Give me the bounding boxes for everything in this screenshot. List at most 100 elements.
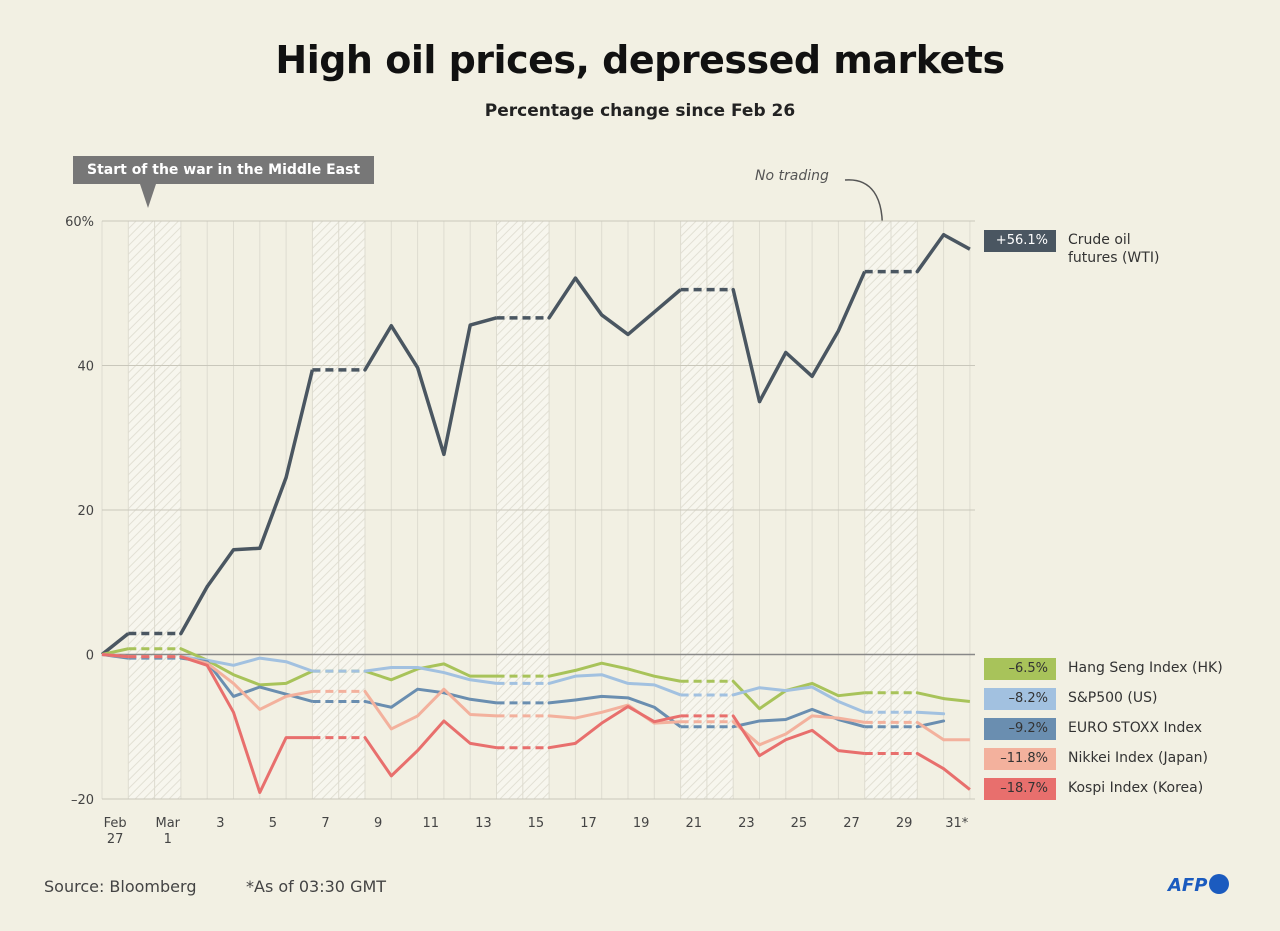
series-line-segment xyxy=(547,668,577,678)
x-tick-label: 17 xyxy=(580,816,597,831)
series-line-segment xyxy=(915,691,946,701)
x-tick-label: 13 xyxy=(475,816,492,831)
x-tick-label: 5 xyxy=(268,816,278,831)
series-line-segment xyxy=(363,324,394,372)
legend-value: –11.8% xyxy=(1000,751,1048,766)
series-line-segment xyxy=(731,679,761,711)
series-line-segment xyxy=(547,741,577,750)
series-line xyxy=(206,660,313,703)
x-tick-label: 31* xyxy=(945,816,969,831)
y-tick-label: 20 xyxy=(77,504,94,519)
series-line xyxy=(205,664,313,794)
series-line xyxy=(390,662,497,682)
legend-value: –8.2% xyxy=(1008,691,1048,706)
y-tick-label: 60% xyxy=(65,215,94,230)
x-tick-label: 11 xyxy=(422,816,440,831)
x-tick-label: 7 xyxy=(321,816,330,831)
series-line xyxy=(575,673,682,697)
series-line-segment xyxy=(915,710,946,716)
legend-name: Kospi Index (Korea) xyxy=(1068,780,1204,796)
series-line-segment xyxy=(915,232,946,274)
series-line xyxy=(100,632,130,656)
series-line-segment xyxy=(547,698,577,705)
legend-value: –18.7% xyxy=(1000,781,1048,796)
x-tick-label: Feb 27 xyxy=(103,816,127,847)
series-line xyxy=(390,719,497,777)
footnote: *As of 03:30 GMT xyxy=(246,877,387,896)
series-line xyxy=(390,687,497,731)
x-tick-label: 23 xyxy=(738,816,755,831)
x-tick-label: 27 xyxy=(843,816,860,831)
y-tick-label: 40 xyxy=(77,360,94,375)
chart-subtitle: Percentage change since Feb 26 xyxy=(484,101,796,121)
x-tick-label: 19 xyxy=(632,816,650,831)
series-line xyxy=(574,705,681,745)
series-line xyxy=(205,369,315,588)
series-line xyxy=(943,697,971,703)
logo-text: AFP xyxy=(1168,875,1208,896)
series-line-segment xyxy=(363,689,393,731)
series-line-segment xyxy=(547,674,577,685)
x-tick-label: 15 xyxy=(527,816,545,831)
series-line xyxy=(759,685,866,714)
series-line xyxy=(206,658,314,687)
source: Source: Bloomberg xyxy=(44,877,197,896)
series-line-segment xyxy=(915,720,946,742)
war-annotation: Start of the war in the Middle East xyxy=(73,156,375,184)
legend-swatch xyxy=(984,748,1056,770)
series-line xyxy=(573,277,682,337)
series-line xyxy=(942,767,971,791)
legend-swatch xyxy=(984,778,1056,800)
legend-value: –6.5% xyxy=(1008,661,1048,676)
series-line-segment xyxy=(363,669,393,682)
legend-name: S&P500 (US) xyxy=(1068,690,1158,706)
series-line-segment xyxy=(731,714,761,758)
x-tick-label: Mar 1 xyxy=(155,816,181,847)
series-line-segment xyxy=(915,751,946,771)
series-line xyxy=(575,694,682,728)
series-line xyxy=(206,661,313,711)
legend-swatch xyxy=(984,718,1056,740)
y-tick-label: –20 xyxy=(71,793,94,808)
legend-name: EURO STOXX Index xyxy=(1068,720,1203,736)
series-line xyxy=(101,653,129,659)
series-line-segment xyxy=(731,287,762,404)
plot-lines xyxy=(100,230,1056,800)
series-line xyxy=(575,661,681,683)
series-line xyxy=(759,707,866,729)
series-line xyxy=(758,714,865,747)
x-tick-label: 29 xyxy=(895,816,913,831)
x-tick-label: 9 xyxy=(374,816,383,831)
series-line xyxy=(389,316,497,457)
y-tick-label: 0 xyxy=(86,649,94,664)
series-line xyxy=(758,681,865,710)
series-line-segment xyxy=(363,736,393,778)
series-line xyxy=(758,728,865,757)
legend-name: Crude oil futures (WTI) xyxy=(1068,232,1160,266)
series-line-segment xyxy=(731,686,761,697)
series-line xyxy=(390,687,497,709)
chart-title: High oil prices, depressed markets xyxy=(275,38,1005,82)
x-tick-label: 25 xyxy=(790,816,808,831)
no-trading-annotation: No trading xyxy=(755,168,829,184)
legend-value: –9.2% xyxy=(1008,721,1048,736)
series-line-segment xyxy=(363,699,393,709)
x-tick-label: 21 xyxy=(685,816,703,831)
series-line-segment xyxy=(363,666,393,673)
legend-name: Hang Seng Index (HK) xyxy=(1068,660,1223,676)
x-tick-label: 3 xyxy=(216,816,225,831)
legend-value: +56.1% xyxy=(995,233,1048,248)
series-line-segment xyxy=(547,276,578,320)
series-line-segment xyxy=(179,584,209,636)
series-line xyxy=(206,656,313,673)
legend-swatch xyxy=(984,688,1056,710)
series-line-segment xyxy=(179,655,209,667)
annotation-pointer xyxy=(140,184,156,208)
logo: AFP xyxy=(1168,874,1230,896)
series-line-segment xyxy=(547,714,577,720)
logo-dot xyxy=(1209,874,1230,894)
series-line xyxy=(391,666,497,685)
legend-swatch xyxy=(984,230,1056,252)
